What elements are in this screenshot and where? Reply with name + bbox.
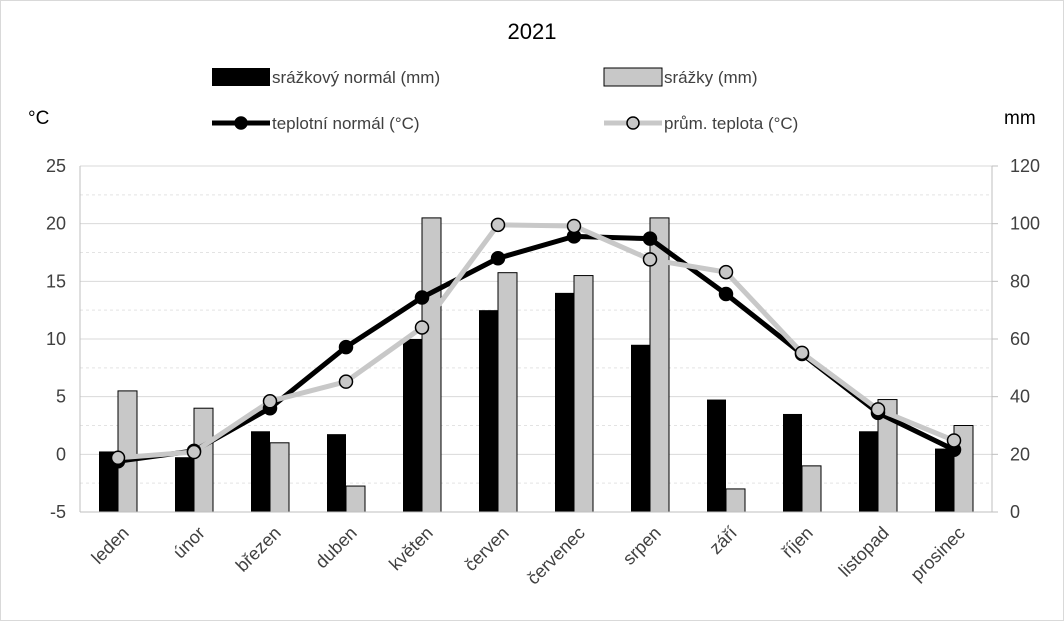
legend-swatch-series-0	[212, 68, 270, 86]
line-point-series-1	[414, 320, 430, 335]
line-point-series-1	[186, 444, 202, 460]
left-axis-unit: °C	[28, 108, 49, 129]
line-point-series-1	[338, 374, 354, 389]
line-point-series-0	[414, 290, 430, 305]
bar-series-0	[251, 431, 270, 512]
bar-series-1	[345, 485, 366, 513]
bar-series-0	[175, 457, 194, 512]
bar-series-1	[725, 488, 746, 513]
right-axis-tick-label: 40	[1010, 387, 1030, 407]
legend-marker-series-3	[626, 116, 640, 130]
legend-label-series-3: prům. teplota (°C)	[664, 114, 798, 133]
bar-series-1	[421, 217, 442, 513]
line-point-series-1	[642, 252, 658, 267]
bar-series-0	[707, 399, 726, 512]
left-axis-tick-label: 20	[46, 214, 66, 234]
bar-series-1	[573, 275, 594, 513]
legend-swatch-series-1	[603, 67, 663, 87]
legend: srážkový normál (mm) srážky (mm) teplotn…	[212, 67, 798, 133]
line-point-series-0	[718, 286, 734, 302]
line-point-series-0	[642, 231, 658, 246]
bar-series-0	[935, 448, 954, 512]
bar-series-1	[801, 465, 822, 513]
line-point-series-1	[718, 264, 734, 280]
right-axis-tick-label: 0	[1010, 502, 1020, 522]
bar-series-0	[555, 292, 574, 512]
left-axis-tick-label: 0	[56, 444, 66, 464]
bar-series-0	[479, 310, 498, 512]
right-axis-tick-label: 80	[1010, 271, 1030, 291]
bar-series-0	[783, 413, 802, 512]
legend-marker-series-2	[234, 116, 248, 130]
line-point-series-1	[262, 394, 278, 409]
right-axis-tick-label: 100	[1010, 214, 1040, 234]
left-axis-tick-label: 25	[46, 156, 66, 176]
bar-series-0	[631, 344, 650, 512]
bar-series-0	[859, 431, 878, 512]
line-point-series-0	[338, 339, 354, 355]
bar-series-1	[269, 442, 290, 513]
line-point-series-1	[794, 345, 810, 361]
line-point-series-1	[946, 433, 962, 448]
line-point-series-1	[566, 218, 582, 234]
legend-label-series-0: srážkový normál (mm)	[272, 68, 440, 87]
line-point-series-1	[110, 450, 126, 466]
line-point-series-0	[490, 251, 506, 266]
right-axis-tick-label: 120	[1010, 156, 1040, 176]
right-axis-tick-label: 60	[1010, 329, 1030, 349]
line-series-1	[117, 222, 955, 461]
bar-series-1	[193, 407, 214, 513]
bar-series-1	[497, 272, 518, 513]
line-point-series-1	[870, 402, 886, 417]
bar-series-0	[327, 434, 346, 512]
legend-label-series-1: srážky (mm)	[664, 68, 757, 87]
line-point-series-1	[490, 217, 506, 233]
legend-label-series-2: teplotní normál (°C)	[272, 114, 420, 133]
left-axis-tick-label: -5	[50, 502, 66, 522]
chart-title: 2021	[508, 19, 557, 44]
left-axis-tick-label: 15	[46, 271, 66, 291]
right-axis-unit: mm	[1004, 108, 1036, 129]
right-axis-tick-label: 20	[1010, 444, 1030, 464]
bar-series-0	[403, 339, 422, 512]
left-axis-tick-label: 5	[56, 387, 66, 407]
left-axis-tick-label: 10	[46, 329, 66, 349]
